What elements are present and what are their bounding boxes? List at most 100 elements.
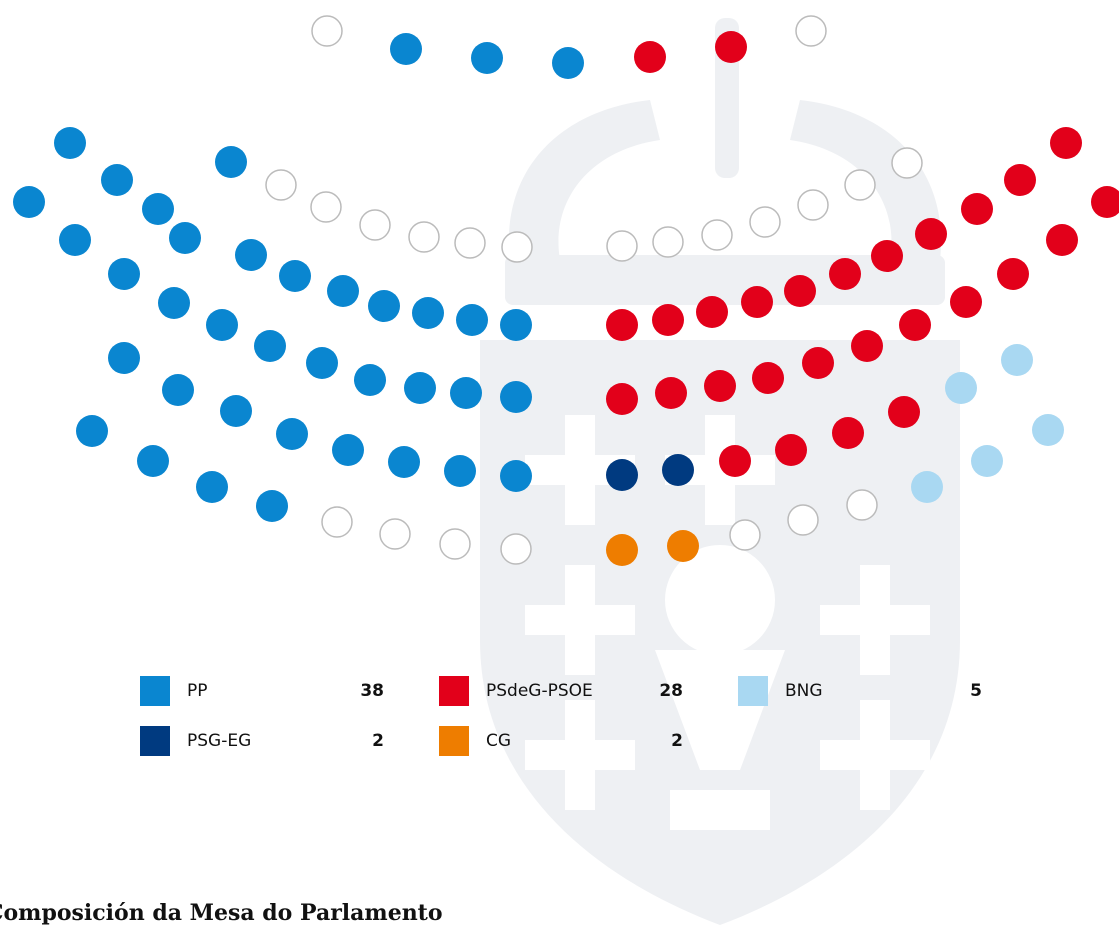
seat — [606, 309, 638, 341]
legend-count: 28 — [659, 681, 683, 701]
seat — [404, 372, 436, 404]
seat — [368, 290, 400, 322]
empty-seat — [380, 519, 410, 549]
seat — [279, 260, 311, 292]
seat — [500, 460, 532, 492]
empty-seat — [455, 228, 485, 258]
legend-count: 2 — [372, 731, 384, 751]
seat — [741, 286, 773, 318]
empty-seat — [266, 170, 296, 200]
seat — [276, 418, 308, 450]
seat — [254, 330, 286, 362]
seat — [54, 127, 86, 159]
seat — [719, 445, 751, 477]
empty-seat — [440, 529, 470, 559]
seat — [606, 383, 638, 415]
seat — [388, 446, 420, 478]
empty-seat — [311, 192, 341, 222]
empty-seat — [847, 490, 877, 520]
empty-seat — [502, 232, 532, 262]
empty-seat — [312, 16, 342, 46]
seat — [444, 455, 476, 487]
seat — [775, 434, 807, 466]
seat — [390, 33, 422, 65]
emblem-background — [480, 18, 960, 925]
legend-label: PSdeG-PSOE — [486, 681, 593, 701]
seat — [655, 377, 687, 409]
empty-seat — [702, 220, 732, 250]
empty-seat — [653, 227, 683, 257]
seat — [784, 275, 816, 307]
page-title: Composición da Mesa do Parlamento — [0, 900, 443, 926]
seat — [101, 164, 133, 196]
seat — [911, 471, 943, 503]
seat — [206, 309, 238, 341]
seat — [332, 434, 364, 466]
legend-label: BNG — [785, 681, 823, 701]
seat — [652, 304, 684, 336]
seat — [961, 193, 993, 225]
empty-seat — [892, 148, 922, 178]
seat — [354, 364, 386, 396]
seat — [500, 309, 532, 341]
legend-swatch — [439, 676, 469, 706]
seat — [971, 445, 1003, 477]
seat — [634, 41, 666, 73]
seat — [196, 471, 228, 503]
empty-seat — [501, 534, 531, 564]
empty-seat — [730, 520, 760, 550]
seat — [59, 224, 91, 256]
legend-count: 38 — [360, 681, 384, 701]
seat — [871, 240, 903, 272]
seat — [662, 454, 694, 486]
legend-swatch — [140, 726, 170, 756]
seat — [832, 417, 864, 449]
seat — [456, 304, 488, 336]
seat — [137, 445, 169, 477]
seat — [471, 42, 503, 74]
legend-count: 5 — [970, 681, 982, 701]
seat — [552, 47, 584, 79]
seat — [162, 374, 194, 406]
seat — [450, 377, 482, 409]
seat — [696, 296, 728, 328]
seat — [606, 459, 638, 491]
empty-seat — [796, 16, 826, 46]
legend-swatch — [738, 676, 768, 706]
seat — [235, 239, 267, 271]
seat — [327, 275, 359, 307]
legend-label: PP — [187, 681, 208, 701]
seat — [667, 530, 699, 562]
seat — [1001, 344, 1033, 376]
seat — [215, 146, 247, 178]
seat — [715, 31, 747, 63]
seat — [108, 258, 140, 290]
seat — [704, 370, 736, 402]
seat — [945, 372, 977, 404]
empty-seat — [788, 505, 818, 535]
seat — [256, 490, 288, 522]
empty-seat — [798, 190, 828, 220]
seat — [752, 362, 784, 394]
seat — [169, 222, 201, 254]
seat — [1091, 186, 1119, 218]
seat — [1050, 127, 1082, 159]
legend-count: 2 — [671, 731, 683, 751]
seat — [888, 396, 920, 428]
seat — [606, 534, 638, 566]
seat — [829, 258, 861, 290]
seat — [950, 286, 982, 318]
legend-swatch — [439, 726, 469, 756]
seat — [142, 193, 174, 225]
seat — [915, 218, 947, 250]
seat — [899, 309, 931, 341]
empty-seat — [607, 231, 637, 261]
seat — [802, 347, 834, 379]
seat — [500, 381, 532, 413]
seat — [108, 342, 140, 374]
seat — [76, 415, 108, 447]
seat — [220, 395, 252, 427]
legend-swatch — [140, 676, 170, 706]
empty-seat — [322, 507, 352, 537]
seat — [306, 347, 338, 379]
